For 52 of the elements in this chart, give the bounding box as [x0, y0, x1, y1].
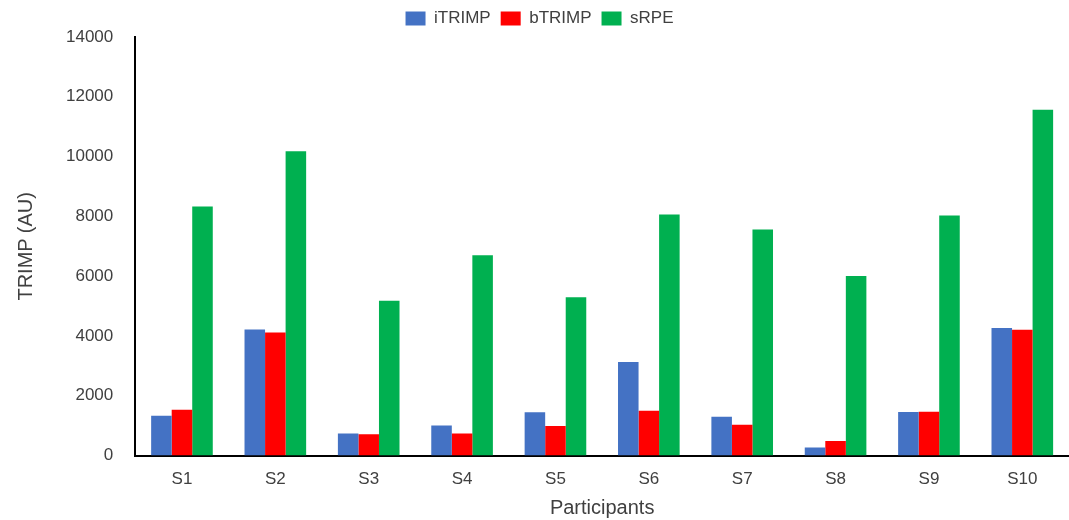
bar [825, 440, 846, 456]
bar [358, 434, 379, 456]
bar [378, 300, 400, 456]
bar [171, 409, 193, 456]
y-tick-label: 14000 [65, 26, 114, 46]
bar [151, 415, 172, 456]
y-axis-title: TRIMP (AU) [13, 192, 36, 301]
bar [1032, 109, 1054, 456]
legend-label: sRPE [630, 8, 674, 28]
bar [265, 332, 286, 456]
y-tick-label: 0 [103, 445, 114, 465]
bar [192, 206, 213, 456]
bar [451, 433, 473, 456]
bar [939, 215, 960, 456]
bar [472, 255, 493, 456]
x-tick-label: S4 [451, 469, 473, 489]
x-tick-label: S7 [731, 469, 753, 489]
y-tick-label: 6000 [75, 265, 114, 285]
x-tick-label: S8 [825, 469, 846, 489]
bar [618, 362, 639, 456]
bar [431, 425, 452, 456]
bar [898, 411, 919, 456]
y-tick-label: 12000 [65, 86, 114, 106]
x-tick-label: S10 [1007, 469, 1038, 489]
bar [731, 424, 753, 456]
bar [545, 426, 566, 456]
y-tick-label: 4000 [75, 325, 114, 345]
bar [285, 151, 307, 456]
bar [991, 327, 1013, 456]
bar [337, 433, 359, 456]
x-tick-label: S6 [638, 469, 660, 489]
x-tick-label: S5 [545, 469, 566, 489]
bar [1012, 329, 1033, 456]
y-tick-label: 8000 [75, 206, 114, 226]
x-tick-label: S9 [918, 469, 940, 489]
bar [711, 416, 732, 456]
x-axis-title: Participants [549, 495, 655, 518]
y-tick-label: 2000 [75, 385, 114, 405]
bar [524, 412, 546, 456]
x-tick-label: S3 [358, 469, 380, 489]
bar [659, 214, 680, 456]
legend-label: iTRIMP [434, 8, 491, 28]
x-tick-label: S2 [264, 469, 286, 489]
bar [918, 411, 940, 456]
y-tick-label: 10000 [65, 146, 114, 166]
x-tick-label: S1 [171, 469, 193, 489]
bar [638, 410, 660, 456]
bar [244, 329, 266, 456]
bar [565, 297, 587, 456]
bar [845, 275, 867, 456]
bar [752, 229, 774, 456]
legend-label: bTRIMP [529, 8, 592, 28]
